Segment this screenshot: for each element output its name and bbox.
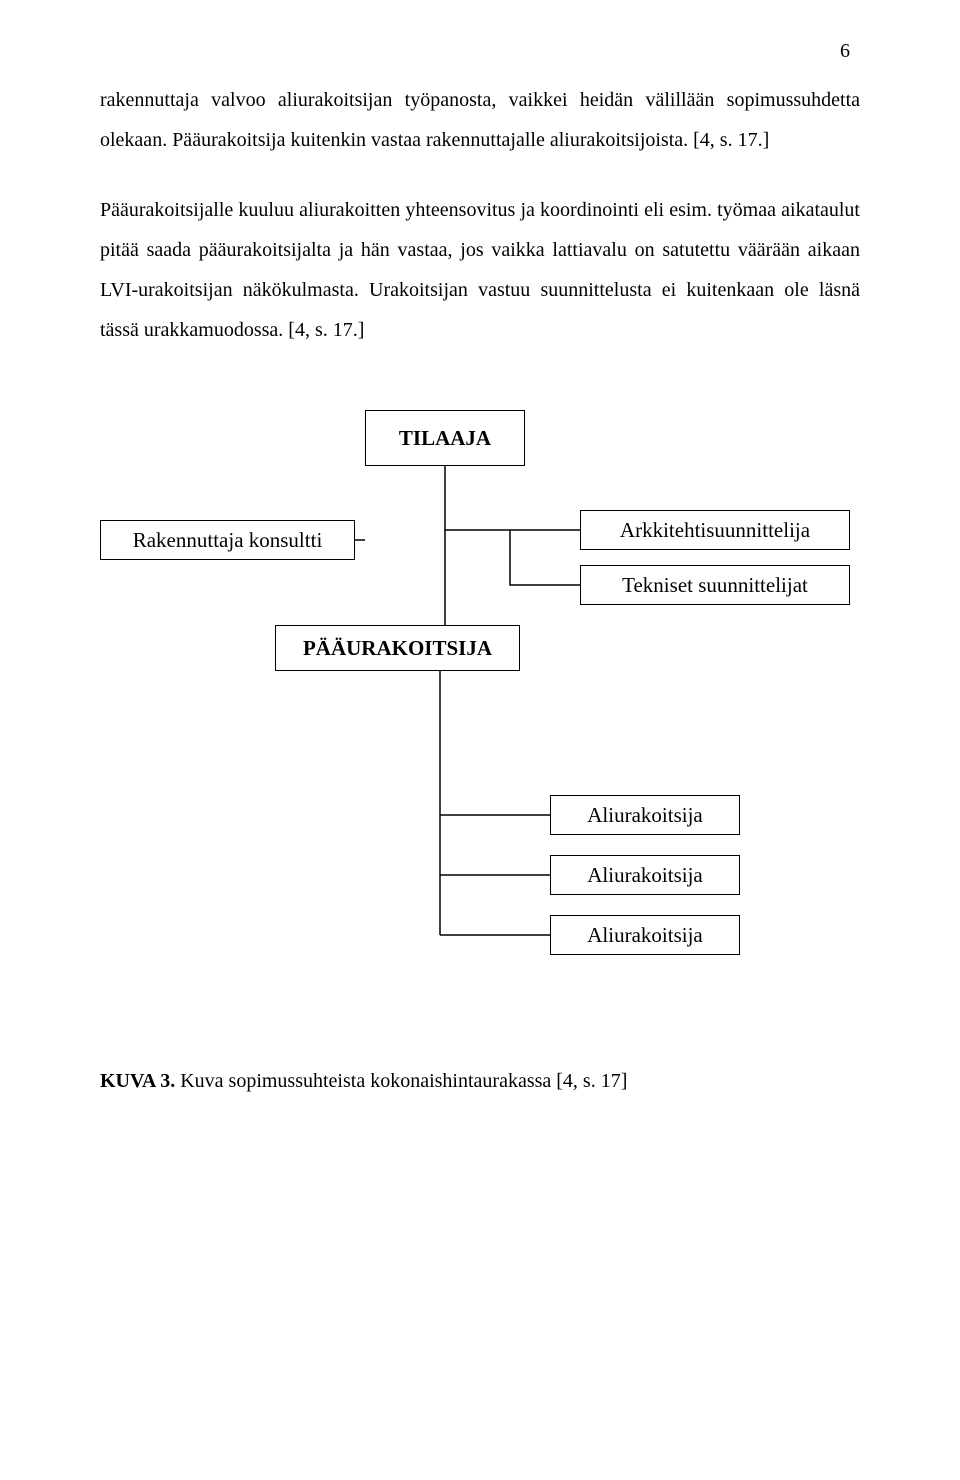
page: 6 rakennuttaja valvoo aliurakoitsijan ty… bbox=[0, 0, 960, 1153]
caption-text: Kuva sopimussuhteista kokonaishintauraka… bbox=[175, 1070, 627, 1092]
caption-prefix: KUVA 3. bbox=[100, 1070, 175, 1092]
diagram-node-konsultti: Rakennuttaja konsultti bbox=[100, 520, 355, 560]
diagram-node-ali1: Aliurakoitsija bbox=[550, 795, 740, 835]
paragraph-2: Pääurakoitsijalle kuuluu aliurakoitten y… bbox=[100, 190, 860, 350]
paragraph-1: rakennuttaja valvoo aliurakoitsijan työp… bbox=[100, 80, 860, 160]
diagram-node-ali2: Aliurakoitsija bbox=[550, 855, 740, 895]
diagram-node-tekniset: Tekniset suunnittelijat bbox=[580, 565, 850, 605]
org-diagram: TILAAJA Rakennuttaja konsultti Arkkitehtis… bbox=[100, 410, 880, 1030]
diagram-node-arkkiteh: Arkkitehtisuunnittelija bbox=[580, 510, 850, 550]
diagram-node-paaurako: PÄÄURAKOITSIJA bbox=[275, 625, 520, 671]
diagram-node-tilaaja: TILAAJA bbox=[365, 410, 525, 466]
figure-caption: KUVA 3. Kuva sopimussuhteista kokonaishi… bbox=[100, 1070, 860, 1093]
diagram-connectors bbox=[100, 410, 880, 1030]
page-number: 6 bbox=[840, 40, 850, 63]
diagram-node-ali3: Aliurakoitsija bbox=[550, 915, 740, 955]
